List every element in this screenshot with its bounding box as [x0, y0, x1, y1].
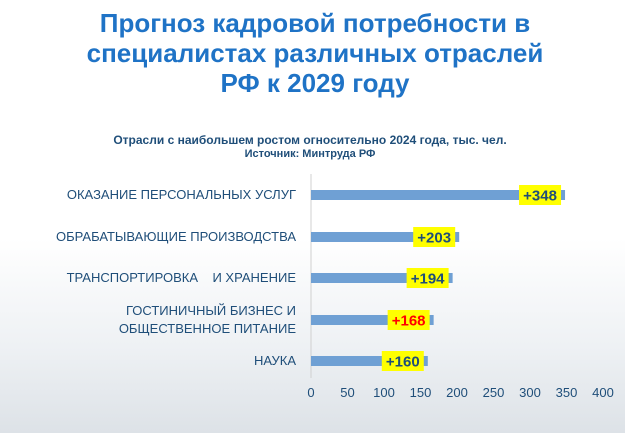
x-tick-label: 200	[446, 385, 468, 400]
category-label: ТРАНСПОРТИРОВКА И ХРАНЕНИЕ	[67, 270, 297, 285]
category-label: ОБРАБАТЫВАЮЩИЕ ПРОИЗВОДСТВА	[56, 229, 296, 244]
data-label: +168	[392, 313, 426, 330]
x-tick-label: 100	[373, 385, 395, 400]
data-label: +348	[523, 188, 557, 205]
data-label: +160	[386, 354, 420, 371]
data-label-background	[381, 351, 424, 371]
bar	[311, 356, 428, 366]
category-label: НАУКА	[254, 353, 296, 368]
data-label-background	[413, 227, 456, 247]
data-label-background	[519, 185, 562, 205]
data-label: +203	[417, 230, 451, 247]
x-tick-labels-group: 0 50 100 150 200 250 300 350 400	[307, 385, 613, 400]
data-label-background	[406, 268, 449, 288]
x-tick-label: 400	[592, 385, 614, 400]
bar	[311, 232, 460, 242]
x-tick-label: 300	[519, 385, 541, 400]
bar	[311, 190, 566, 200]
x-tick-label: 150	[410, 385, 432, 400]
chart-subtitle: Отрасли с наибольшем ростом огносительно…	[113, 133, 507, 147]
x-tick-label: 250	[483, 385, 505, 400]
data-labels-group: +348 +203 +194 +168 +160	[381, 185, 562, 371]
category-label: ОКАЗАНИЕ ПЕРСОНАЛЬНЫХ УСЛУГ	[67, 187, 296, 202]
data-label-background	[387, 310, 430, 330]
x-tick-label: 0	[307, 385, 314, 400]
x-tick-label: 50	[340, 385, 354, 400]
category-labels-group: ОКАЗАНИЕ ПЕРСОНАЛЬНЫХ УСЛУГ ОБРАБАТЫВАЮЩИ…	[56, 187, 296, 368]
bar	[311, 273, 453, 283]
bars-group	[311, 190, 566, 366]
data-label: +194	[411, 271, 445, 288]
bar	[311, 315, 434, 325]
category-label: ГОСТИНИЧНЫЙ БИЗНЕС И ОБЩЕСТВЕННОЕ ПИТАНИЕ	[119, 303, 297, 336]
x-tick-label: 350	[556, 385, 578, 400]
chart-title: Прогноз кадровой потребности в специалис…	[86, 8, 544, 98]
chart-source: Источник: Минтруда РФ	[244, 148, 376, 160]
